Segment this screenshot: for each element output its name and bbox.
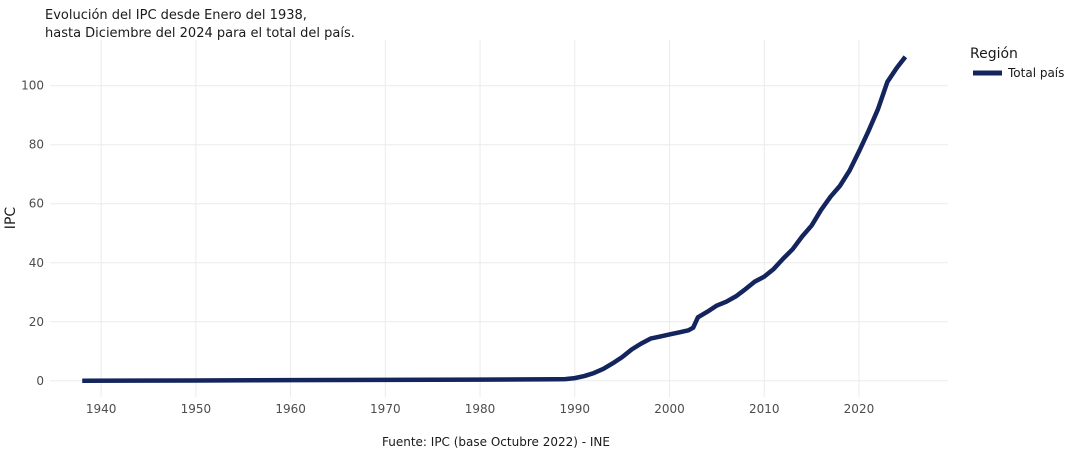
y-tick-label: 40 (29, 256, 44, 270)
legend-title: Región (970, 46, 1018, 62)
x-tick-label: 1990 (560, 402, 591, 416)
gridlines (50, 40, 948, 397)
x-tick-label: 1950 (181, 402, 212, 416)
y-tick-label: 60 (29, 197, 44, 211)
y-tick-label: 100 (21, 79, 44, 93)
y-axis-label: IPC (3, 207, 19, 230)
y-tick-label: 20 (29, 315, 44, 329)
x-tick-label: 1980 (465, 402, 496, 416)
x-tick-label: 2000 (654, 402, 685, 416)
chart-caption: Fuente: IPC (base Octubre 2022) - INE (382, 435, 610, 449)
chart-title-line-1: Evolución del IPC desde Enero del 1938, (45, 8, 307, 23)
x-tick-label: 2020 (844, 402, 875, 416)
series-layer (82, 55, 908, 384)
chart-title-line-2: hasta Diciembre del 2024 para el total d… (45, 26, 355, 41)
series-line-total-pais (82, 55, 908, 384)
x-tick-label: 1940 (86, 402, 117, 416)
x-tick-label: 2010 (749, 402, 780, 416)
x-axis-ticks: 1940 1950 1960 1970 1980 1990 2000 2010 2020 (86, 402, 874, 416)
y-axis-ticks: 0 20 40 60 80 100 (21, 79, 44, 388)
y-tick-label: 80 (29, 138, 44, 152)
x-tick-label: 1960 (275, 402, 306, 416)
legend-label-total-pais: Total país (1007, 66, 1064, 80)
y-tick-label: 0 (36, 374, 44, 388)
x-tick-label: 1970 (370, 402, 401, 416)
legend: Región Total país (970, 46, 1064, 80)
